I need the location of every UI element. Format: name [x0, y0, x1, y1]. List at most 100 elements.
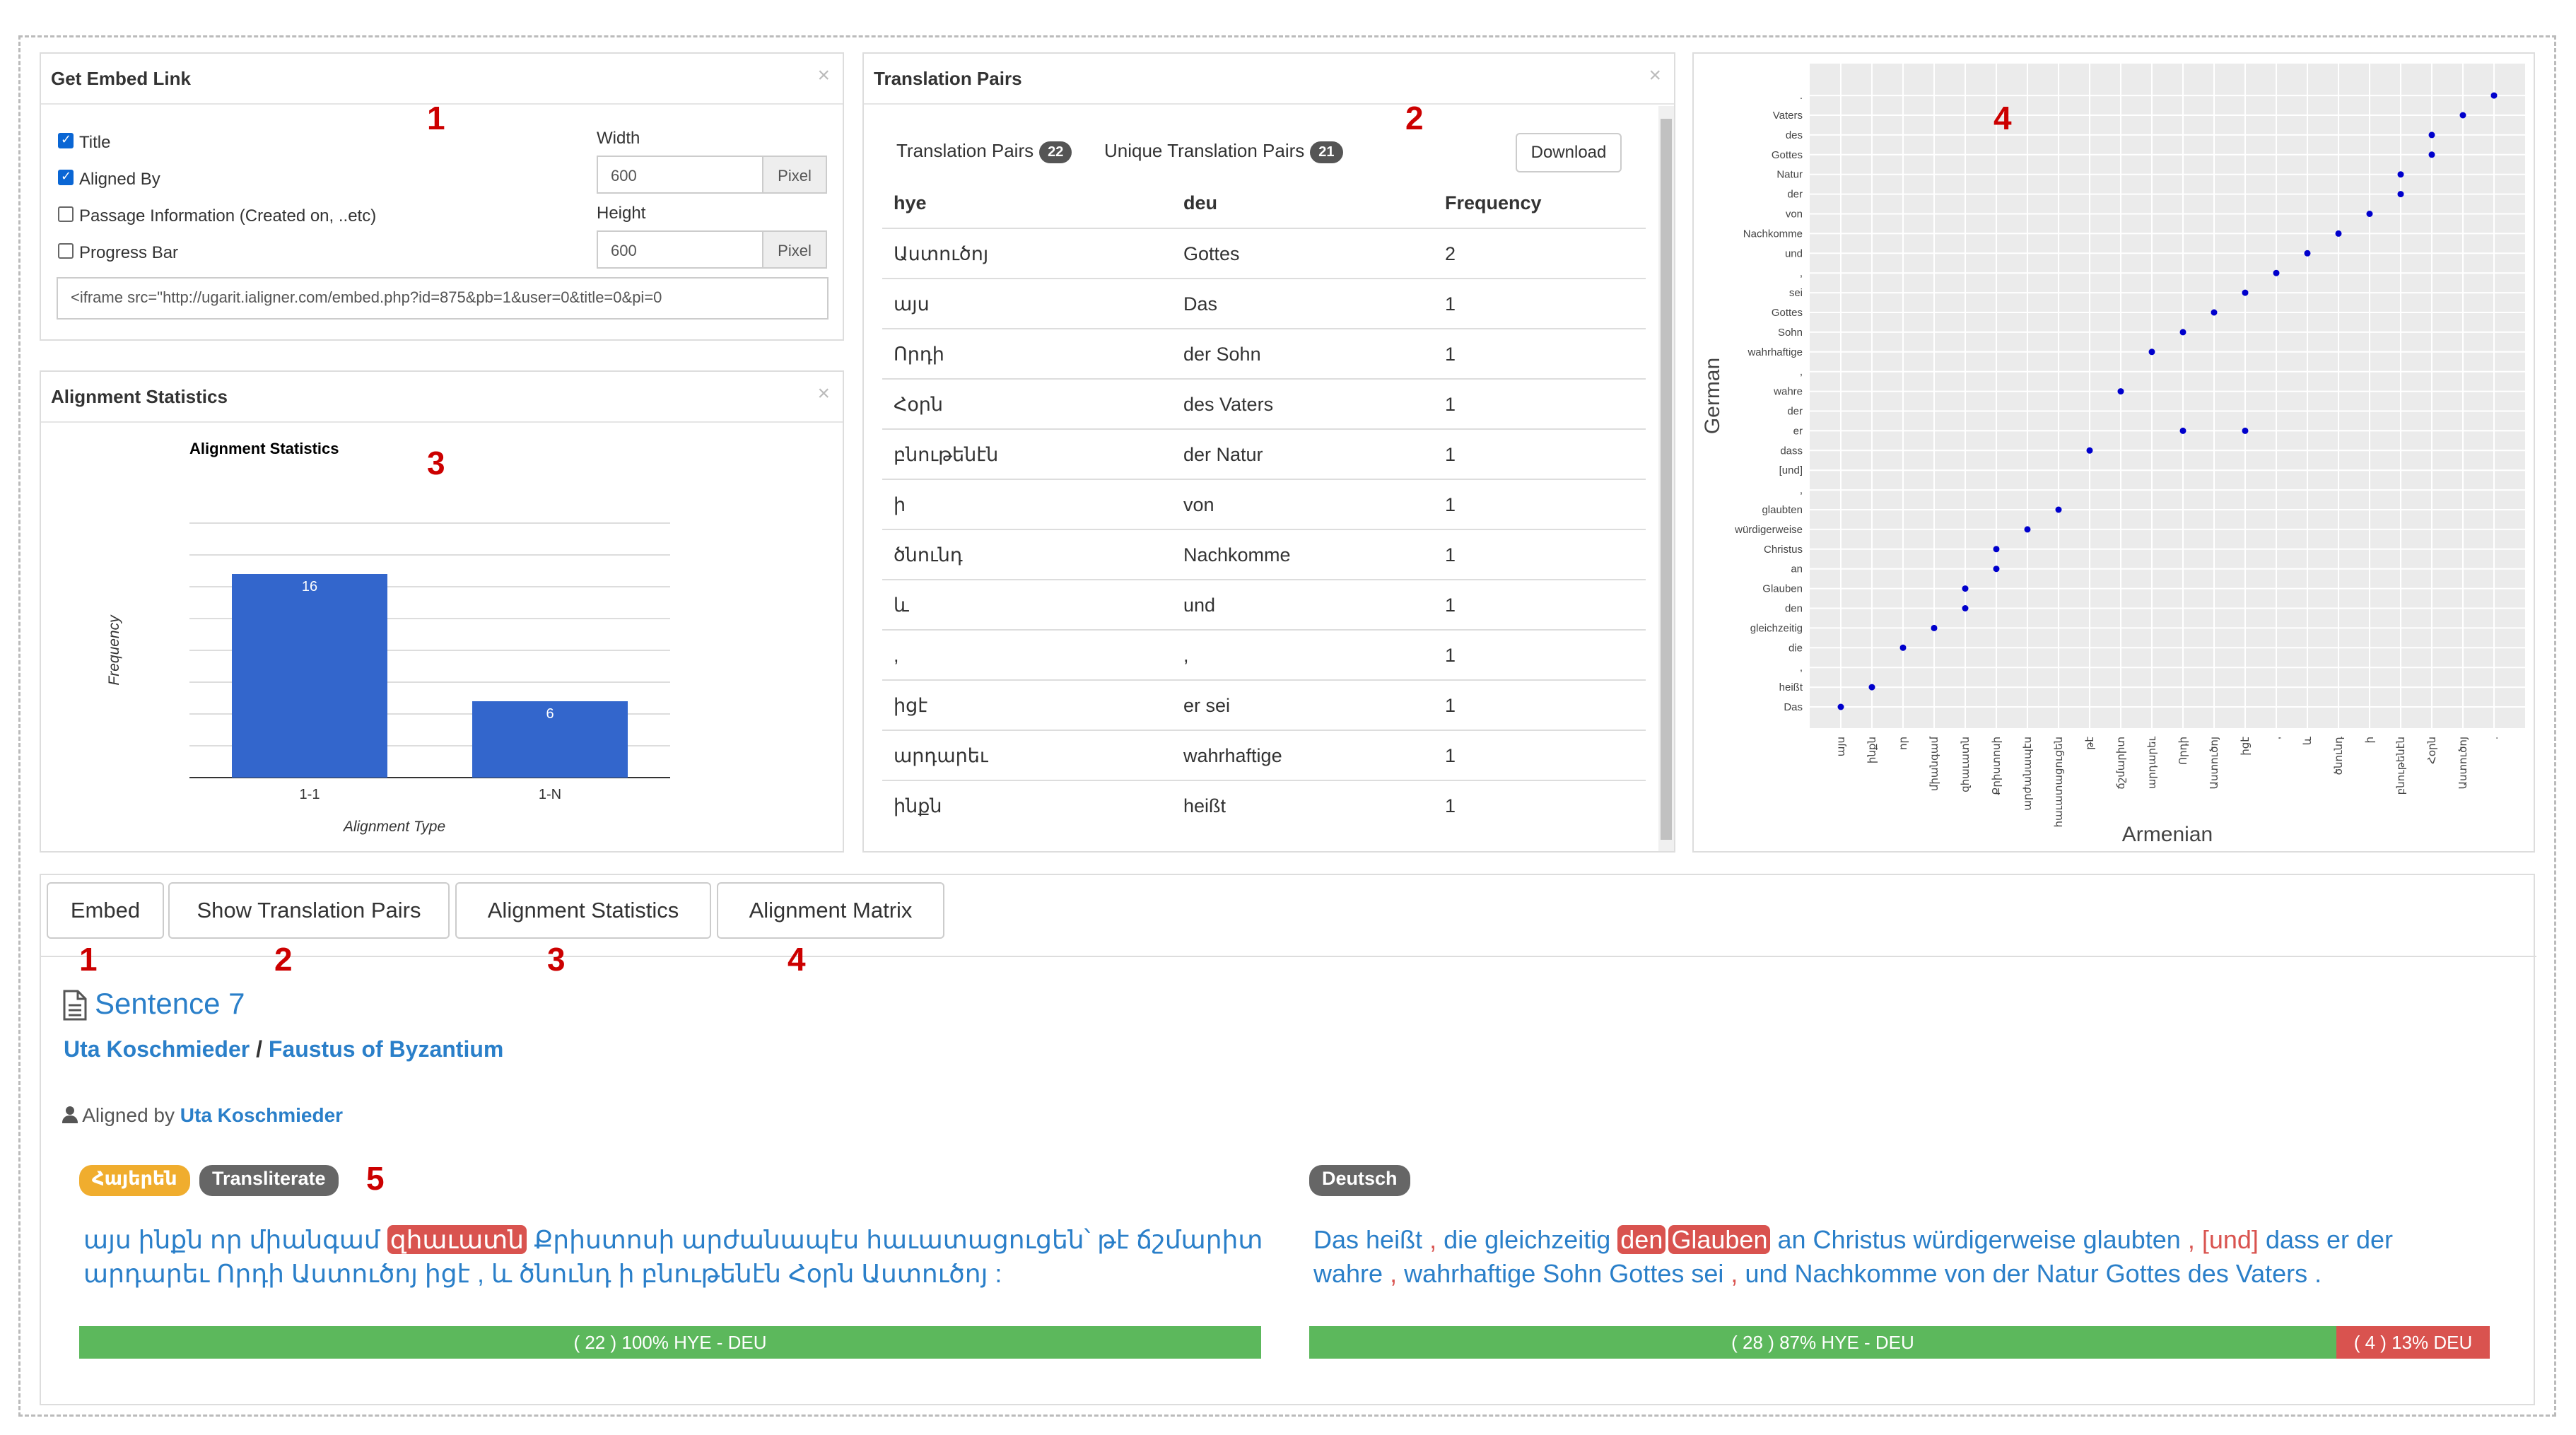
- y-tick-label: ,: [1800, 366, 1803, 378]
- height-input[interactable]: 600: [597, 230, 763, 269]
- y-tick-label: wahrhaftige: [1747, 346, 1803, 358]
- data-point: [2273, 269, 2280, 276]
- x-tick-label: իցէ: [2240, 737, 2252, 756]
- y-tick-label: der: [1787, 406, 1803, 418]
- y-tick-label: an: [1791, 563, 1803, 575]
- german-text[interactable]: und Nachkomme von der Natur Gottes des V…: [1745, 1259, 2308, 1288]
- annotation-4: 4: [1994, 100, 2012, 136]
- y-tick-label: glaubten: [1762, 504, 1803, 516]
- close-icon[interactable]: ×: [817, 382, 830, 405]
- title-checkbox-label: Title: [79, 133, 111, 152]
- table-row: Հօրն des Vaters 1: [882, 378, 1646, 430]
- german-text[interactable]: wahre: [1313, 1259, 1383, 1288]
- data-point: [2148, 348, 2155, 356]
- data-point: [1993, 566, 2000, 573]
- german-progress-bar: ( 28 ) 87% HYE - DEU ( 4 ) 13% DEU: [1309, 1326, 2490, 1359]
- col-hye[interactable]: hye: [894, 192, 927, 213]
- german-text[interactable]: Das heißt: [1313, 1225, 1423, 1254]
- armenian-text[interactable]: այս ինքն որ միանգամ: [83, 1225, 387, 1254]
- title-checkbox[interactable]: [58, 132, 74, 148]
- german-text[interactable]: wahrhaftige Sohn Gottes sei: [1404, 1259, 1724, 1288]
- tab-show-translation-pairs[interactable]: Show Translation Pairs: [168, 882, 450, 939]
- unaligned-token[interactable]: [und]: [2201, 1225, 2259, 1254]
- width-input[interactable]: 600: [597, 156, 763, 194]
- cell-frequency: 1: [1445, 444, 1456, 465]
- annotation-1: 1: [427, 100, 445, 136]
- annotation-2: 2: [1405, 100, 1424, 136]
- work-link[interactable]: Faustus of Byzantium: [268, 1036, 504, 1062]
- table-row: ինքն heißt 1: [882, 780, 1646, 831]
- german-comma[interactable]: ,: [2187, 1225, 2195, 1254]
- tab-translation-pairs[interactable]: Translation Pairs 22: [896, 140, 1072, 163]
- col-frequency[interactable]: Frequency: [1445, 192, 1542, 213]
- author-link[interactable]: Uta Koschmieder: [64, 1036, 250, 1062]
- download-button[interactable]: Download: [1516, 133, 1622, 172]
- cell-frequency: 1: [1445, 795, 1456, 816]
- data-point: [1868, 684, 1875, 691]
- sentence-title[interactable]: Sentence 7: [95, 987, 245, 1020]
- height-unit: Pixel: [762, 230, 827, 269]
- german-progress-unaligned: ( 4 ) 13% DEU: [2336, 1326, 2490, 1359]
- passage-info-checkbox[interactable]: [58, 206, 74, 222]
- scrollbar[interactable]: [1658, 106, 1674, 851]
- embed-code-field[interactable]: <iframe src="http://ugarit.ialigner.com/…: [57, 277, 829, 320]
- cell-hye: բնութենէն: [894, 444, 999, 465]
- y-tick-label: dass: [1780, 445, 1803, 457]
- cell-deu: Das: [1183, 293, 1218, 315]
- armenian-line-2[interactable]: արդարեւ Որդի Աստուծոյ իցէ , և ծնունդ ի բ…: [83, 1259, 1002, 1288]
- page-frame: [18, 35, 2556, 1417]
- data-point: [2117, 388, 2124, 395]
- german-comma[interactable]: ,: [1429, 1225, 1437, 1254]
- y-axis-label: Frequency: [106, 614, 122, 686]
- cell-hye: Որդի: [894, 344, 944, 365]
- data-label: 6: [546, 706, 554, 722]
- cell-frequency: 1: [1445, 293, 1456, 315]
- tab-translation-pairs-label: Translation Pairs: [896, 140, 1034, 161]
- cell-frequency: 2: [1445, 243, 1456, 264]
- cell-deu: er sei: [1183, 695, 1231, 716]
- tab-alignment-matrix[interactable]: Alignment Matrix: [717, 882, 944, 939]
- german-period[interactable]: .: [2314, 1259, 2322, 1288]
- y-tick-label: den: [1785, 603, 1803, 615]
- german-comma[interactable]: ,: [1731, 1259, 1738, 1288]
- cell-hye: ինքն: [894, 795, 942, 816]
- data-point: [2397, 191, 2404, 198]
- german-comma[interactable]: ,: [1390, 1259, 1398, 1288]
- cell-deu: der Sohn: [1183, 344, 1261, 365]
- close-icon[interactable]: ×: [1649, 64, 1661, 87]
- scrollbar-thumb[interactable]: [1661, 119, 1672, 840]
- highlighted-token[interactable]: den: [1617, 1225, 1666, 1254]
- table-row: իցէ er sei 1: [882, 679, 1646, 731]
- highlighted-token[interactable]: զհաւատն: [387, 1225, 527, 1254]
- tab-alignment-statistics[interactable]: Alignment Statistics: [455, 882, 711, 939]
- armenian-text[interactable]: Քրիստոսի արժանապէս հաւատացուցեն՝ թէ ճշմա…: [527, 1225, 1263, 1254]
- transliterate-button[interactable]: Transliterate: [199, 1165, 339, 1196]
- close-icon[interactable]: ×: [817, 64, 830, 87]
- aligned-by-checkbox[interactable]: [58, 169, 74, 185]
- count-badge: 21: [1310, 141, 1343, 163]
- highlighted-token[interactable]: Glauben: [1668, 1225, 1771, 1254]
- table-row: և und 1: [882, 579, 1646, 631]
- tab-embed[interactable]: Embed: [47, 882, 164, 939]
- cell-hye: ի: [894, 494, 906, 515]
- cell-hye: իցէ: [894, 695, 928, 716]
- y-tick-label: Christus: [1764, 544, 1803, 556]
- aligned-by-user-link[interactable]: Uta Koschmieder: [180, 1104, 344, 1126]
- table-row: բնութենէն der Natur 1: [882, 428, 1646, 480]
- annotation-3-tab: 3: [547, 941, 566, 978]
- data-point: [1899, 644, 1907, 651]
- german-text[interactable]: dass er der: [2265, 1225, 2394, 1254]
- tab-unique-pairs[interactable]: Unique Translation Pairs 21: [1104, 140, 1343, 163]
- x-tick-label: ինքն: [1866, 737, 1878, 763]
- y-tick-label: er: [1793, 425, 1803, 437]
- x-tick-label: Քրիստոսի: [1991, 737, 2003, 795]
- count-badge: 22: [1039, 141, 1072, 163]
- german-text[interactable]: die gleichzeitig: [1444, 1225, 1611, 1254]
- progress-bar-checkbox[interactable]: [58, 243, 74, 259]
- x-tick-label: 1-N: [539, 787, 561, 802]
- cell-deu: von: [1183, 494, 1214, 515]
- cell-deu: ,: [1183, 645, 1189, 666]
- cell-frequency: 1: [1445, 695, 1456, 716]
- german-text[interactable]: an Christus würdigerweise glaubten: [1777, 1225, 2181, 1254]
- col-deu[interactable]: deu: [1183, 192, 1218, 213]
